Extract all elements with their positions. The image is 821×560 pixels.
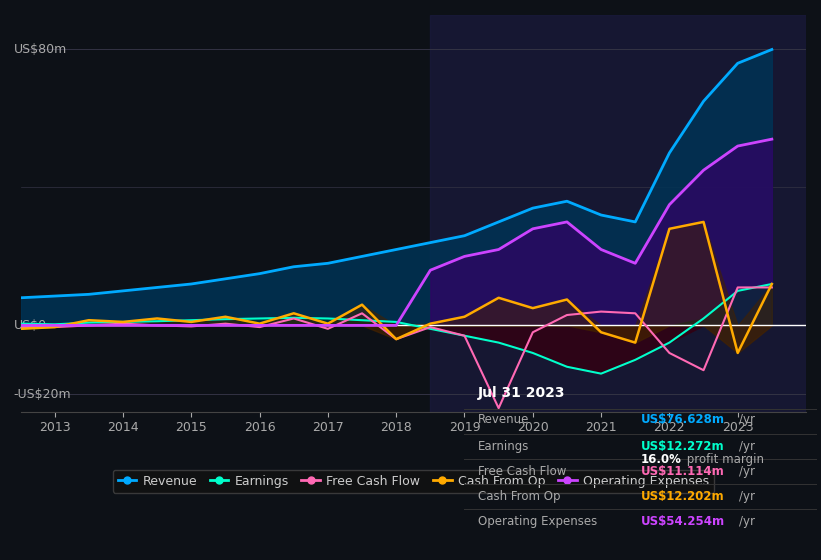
Text: /yr: /yr — [739, 515, 755, 529]
Text: Revenue: Revenue — [478, 413, 530, 426]
Text: /yr: /yr — [739, 465, 755, 478]
Text: Jul 31 2023: Jul 31 2023 — [478, 386, 566, 400]
Text: /yr: /yr — [739, 413, 755, 426]
Text: /yr: /yr — [739, 491, 755, 503]
Text: Free Cash Flow: Free Cash Flow — [478, 465, 566, 478]
Text: US$11.114m: US$11.114m — [640, 465, 724, 478]
Text: US$80m: US$80m — [14, 43, 67, 56]
Bar — [430, 15, 806, 412]
Text: Cash From Op: Cash From Op — [478, 491, 561, 503]
Legend: Revenue, Earnings, Free Cash Flow, Cash From Op, Operating Expenses: Revenue, Earnings, Free Cash Flow, Cash … — [112, 470, 714, 493]
Text: US$0: US$0 — [14, 319, 47, 332]
Text: Earnings: Earnings — [478, 440, 530, 453]
Text: profit margin: profit margin — [683, 452, 764, 466]
Text: -US$20m: -US$20m — [14, 388, 71, 401]
Text: US$76.628m: US$76.628m — [640, 413, 724, 426]
Text: 16.0%: 16.0% — [640, 452, 681, 466]
Text: US$12.202m: US$12.202m — [640, 491, 724, 503]
Text: US$12.272m: US$12.272m — [640, 440, 724, 453]
Text: /yr: /yr — [739, 440, 755, 453]
Text: US$54.254m: US$54.254m — [640, 515, 724, 529]
Text: Operating Expenses: Operating Expenses — [478, 515, 597, 529]
